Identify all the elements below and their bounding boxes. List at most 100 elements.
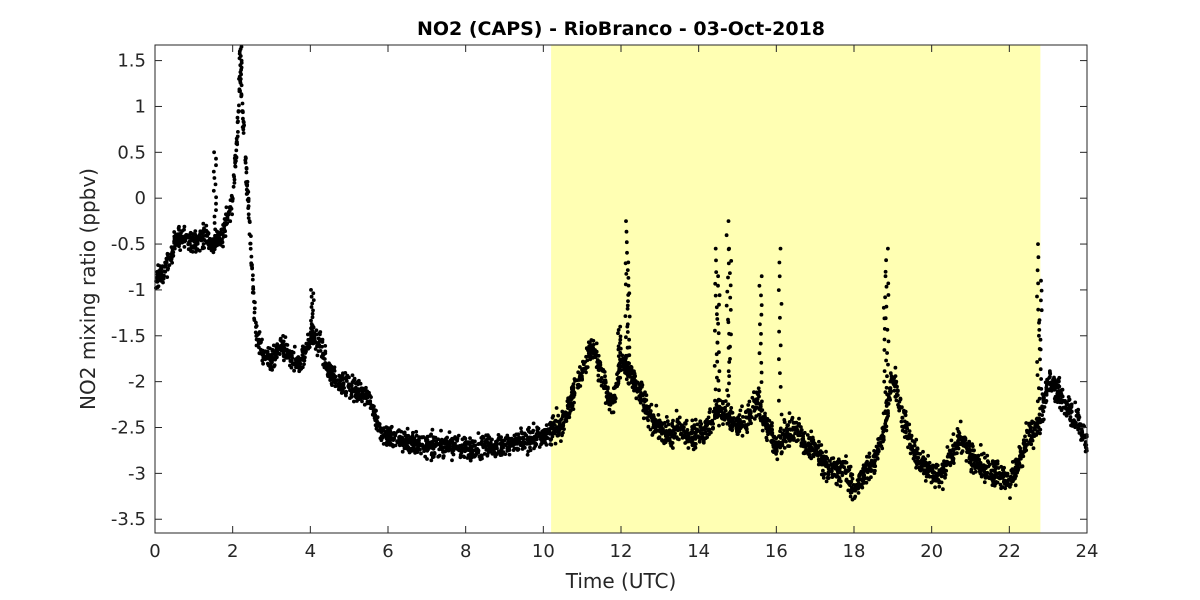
data-point — [892, 388, 897, 393]
data-point — [272, 351, 277, 356]
data-point — [250, 266, 255, 271]
data-point — [908, 442, 912, 447]
x-tick-label: 0 — [149, 541, 160, 562]
data-point — [624, 377, 629, 382]
data-point — [503, 452, 508, 456]
spike-point — [777, 274, 782, 279]
data-point — [844, 454, 848, 458]
data-point — [609, 410, 614, 415]
data-point — [915, 462, 919, 467]
data-point — [745, 430, 750, 435]
data-point — [507, 443, 512, 448]
spike-point — [716, 283, 720, 288]
data-point — [215, 230, 220, 235]
data-point — [223, 217, 228, 222]
data-point — [410, 448, 415, 453]
data-point — [1005, 474, 1010, 478]
data-point — [450, 441, 455, 446]
data-point — [519, 426, 523, 431]
data-point — [590, 355, 594, 360]
data-point — [672, 432, 677, 437]
data-point — [479, 436, 484, 440]
spike-point — [1037, 328, 1042, 332]
data-point — [163, 269, 168, 274]
data-point — [605, 390, 610, 395]
data-point — [572, 377, 577, 381]
spike-point — [728, 295, 733, 300]
data-point — [420, 442, 424, 447]
data-point — [163, 264, 168, 268]
data-point — [912, 443, 917, 448]
spike-point — [1037, 318, 1042, 322]
data-point — [674, 435, 679, 439]
data-point — [1008, 496, 1012, 500]
data-point — [998, 482, 1003, 487]
data-point — [226, 210, 231, 215]
data-point — [816, 450, 820, 455]
data-point — [411, 440, 416, 445]
data-point — [765, 417, 770, 421]
data-point — [460, 437, 465, 442]
data-point — [1011, 468, 1016, 472]
data-point — [768, 428, 773, 432]
data-point — [957, 436, 962, 440]
data-point — [915, 447, 920, 451]
data-point — [177, 224, 181, 229]
data-point — [246, 190, 251, 194]
data-point — [507, 452, 512, 457]
spike-point — [1039, 288, 1044, 293]
data-point — [658, 420, 662, 425]
spike-point — [881, 411, 886, 416]
data-point — [177, 227, 181, 232]
x-tick-label: 24 — [1076, 541, 1099, 562]
data-point — [599, 383, 604, 388]
y-tick-label: -2.5 — [111, 418, 146, 439]
data-point — [816, 457, 821, 462]
data-point — [972, 461, 976, 466]
data-point — [379, 438, 384, 443]
data-point — [471, 441, 475, 445]
data-point — [169, 257, 174, 262]
data-point — [553, 441, 558, 446]
spike-point — [885, 374, 889, 379]
data-point — [639, 380, 644, 385]
data-point — [528, 448, 533, 453]
data-point — [648, 409, 653, 414]
data-point — [940, 470, 945, 474]
data-point — [542, 436, 547, 441]
spike-point — [1037, 333, 1041, 338]
spike-point — [778, 343, 783, 348]
data-point — [328, 374, 333, 379]
data-point — [902, 429, 907, 434]
data-point — [270, 368, 274, 372]
data-point — [1073, 425, 1077, 430]
data-point — [499, 453, 504, 457]
data-point — [315, 353, 320, 358]
spike-point — [727, 360, 732, 364]
data-point — [468, 436, 472, 440]
spike-point — [618, 334, 623, 339]
data-point — [1057, 384, 1062, 389]
data-point — [524, 441, 529, 446]
data-point — [388, 429, 393, 434]
data-point — [530, 429, 535, 434]
spike-point — [617, 367, 622, 372]
data-point — [509, 436, 514, 441]
data-point — [271, 343, 276, 348]
data-point — [840, 473, 845, 478]
data-point — [504, 436, 508, 440]
data-point — [172, 237, 177, 241]
spike-point — [1036, 255, 1041, 260]
data-point — [856, 491, 861, 495]
data-point — [825, 457, 829, 461]
data-point — [903, 409, 908, 414]
data-point — [233, 164, 238, 169]
spike-point — [882, 327, 887, 331]
y-tick-label: -3.5 — [111, 509, 146, 530]
data-point — [254, 337, 259, 342]
spike-point — [1038, 347, 1043, 352]
y-tick-label: -1.5 — [111, 326, 146, 347]
data-point — [1041, 395, 1046, 400]
data-point — [245, 179, 250, 184]
data-point — [721, 422, 725, 426]
